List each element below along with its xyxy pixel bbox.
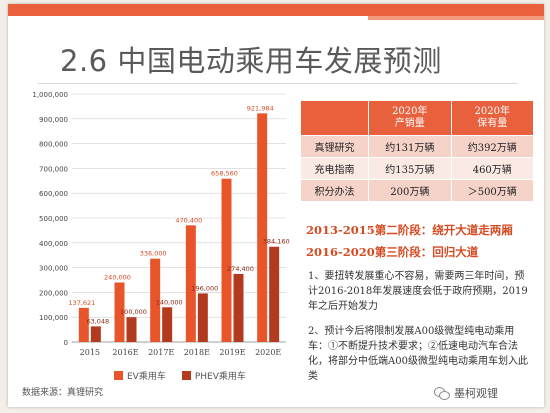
chart-legend: EV乘用车 PHEV乘用车 <box>114 369 246 382</box>
data-source: 数据来源：真锂研究 <box>22 388 104 398</box>
bar-phev <box>126 317 137 342</box>
bar-ev <box>150 258 161 342</box>
data-label-ev: 240,000 <box>104 273 131 281</box>
table-cell: 460万辆 <box>450 157 535 180</box>
table-row: 真锂研究 约131万辆 约392万辆 <box>299 135 535 158</box>
table-cell: 积分办法 <box>299 179 370 202</box>
bar-phev <box>197 293 208 342</box>
table-cell: ＞500万辆 <box>450 179 535 202</box>
note-2: 2、预计今后将限制发展A00级微型纯电动乘用车：①不断提升技术要求；②低速电动汽… <box>308 326 528 382</box>
bar-ev <box>185 225 196 342</box>
bar-phev <box>269 246 280 342</box>
y-tick-label: 0 <box>64 339 68 347</box>
y-tick-label: 700,000 <box>39 165 68 173</box>
forecast-table: 2020年 产销量 2020年 保有量 真锂研究 约131万辆 约392万辆 充电指… <box>299 100 535 202</box>
data-label-phev: 63,048 <box>86 317 109 325</box>
y-tick-label: 500,000 <box>39 215 68 223</box>
note-1: 1、要扭转发展重心不容易，需要两三年时间，预计2016-2018年发展速度会低于… <box>308 271 528 312</box>
top-accent-stripe-secondary <box>368 16 544 20</box>
y-tick-label: 300,000 <box>39 265 68 273</box>
y-tick-label: 600,000 <box>39 190 68 198</box>
legend-item-phev: PHEV乘用车 <box>181 369 246 382</box>
watermark-text: 墨柯观锂 <box>454 387 498 400</box>
watermark: 墨柯观锂 <box>434 385 498 401</box>
bar-ev <box>114 282 125 342</box>
data-label-ev: 658,560 <box>211 170 238 178</box>
y-tick-label: 100,000 <box>39 314 68 322</box>
wechat-icon <box>434 386 450 400</box>
table-cell: 充电指南 <box>299 157 370 180</box>
slide-title: 2.6 中国电动乘用车发展预测 <box>60 44 442 78</box>
x-tick-label: 2017E <box>148 348 174 357</box>
bar-ev <box>221 178 232 342</box>
x-tick-label: 2020E <box>255 348 281 357</box>
table-header-cell: 2020年 保有量 <box>450 100 535 136</box>
data-label-ev: 470,400 <box>175 216 202 224</box>
data-label-ev: 921,984 <box>247 104 274 112</box>
table-cell: 约392万辆 <box>450 135 535 158</box>
legend-item-ev: EV乘用车 <box>114 369 166 382</box>
stage-line-2: 2016-2020第三阶段：回归大道 <box>306 245 479 259</box>
data-label-ev: 137,621 <box>68 299 95 307</box>
x-tick-label: 2019E <box>219 348 245 357</box>
table-header-row: 2020年 产销量 2020年 保有量 <box>299 100 535 136</box>
legend-swatch-phev <box>181 371 191 380</box>
top-accent-stripe <box>8 4 544 16</box>
slide: 2.6 中国电动乘用车发展预测 0 100,000 200,000 300,000 40… <box>8 4 544 407</box>
bar-phev <box>233 273 244 342</box>
bar-phev <box>90 326 101 342</box>
legend-label-ev: EV乘用车 <box>127 372 166 382</box>
x-tick-label: 2015 <box>80 348 100 357</box>
table-header-cell: 2020年 产销量 <box>368 100 452 136</box>
stage-line-1: 2013-2015第二阶段：绕开大道走两厢 <box>306 223 513 237</box>
table-cell: 200万辆 <box>368 179 452 202</box>
data-label-phev: 100,000 <box>120 308 147 316</box>
y-tick-label: 200,000 <box>39 289 68 297</box>
table-cell: 约135万辆 <box>368 157 452 180</box>
table-row: 充电指南 约135万辆 460万辆 <box>299 157 535 180</box>
legend-swatch-ev <box>114 371 123 380</box>
y-tick-label: 1,000,000 <box>32 91 68 99</box>
y-tick-label: 800,000 <box>39 141 68 149</box>
table-row: 积分办法 200万辆 ＞500万辆 <box>299 179 535 202</box>
data-label-phev: 196,000 <box>191 284 218 292</box>
bar-ev <box>257 113 268 343</box>
data-label-phev: 140,000 <box>156 298 183 306</box>
data-label-phev: 274,400 <box>227 265 254 273</box>
table-cell: 约131万辆 <box>368 135 452 158</box>
data-label-phev: 384,160 <box>263 238 290 246</box>
bar-chart: 0 100,000 200,000 300,000 400,000 500,000 600,… <box>32 91 290 357</box>
bar-ev <box>78 307 89 342</box>
y-tick-label: 900,000 <box>39 116 68 124</box>
x-tick-label: 2016E <box>112 348 138 357</box>
legend-label-phev: PHEV乘用车 <box>194 372 246 382</box>
x-tick-label: 2018E <box>184 348 210 357</box>
title-divider <box>38 83 518 84</box>
bar-phev <box>162 307 173 342</box>
y-tick-label: 400,000 <box>39 240 68 248</box>
data-label-ev: 336,000 <box>140 250 167 258</box>
table-header-cell <box>299 100 370 136</box>
table-cell: 真锂研究 <box>299 135 370 158</box>
